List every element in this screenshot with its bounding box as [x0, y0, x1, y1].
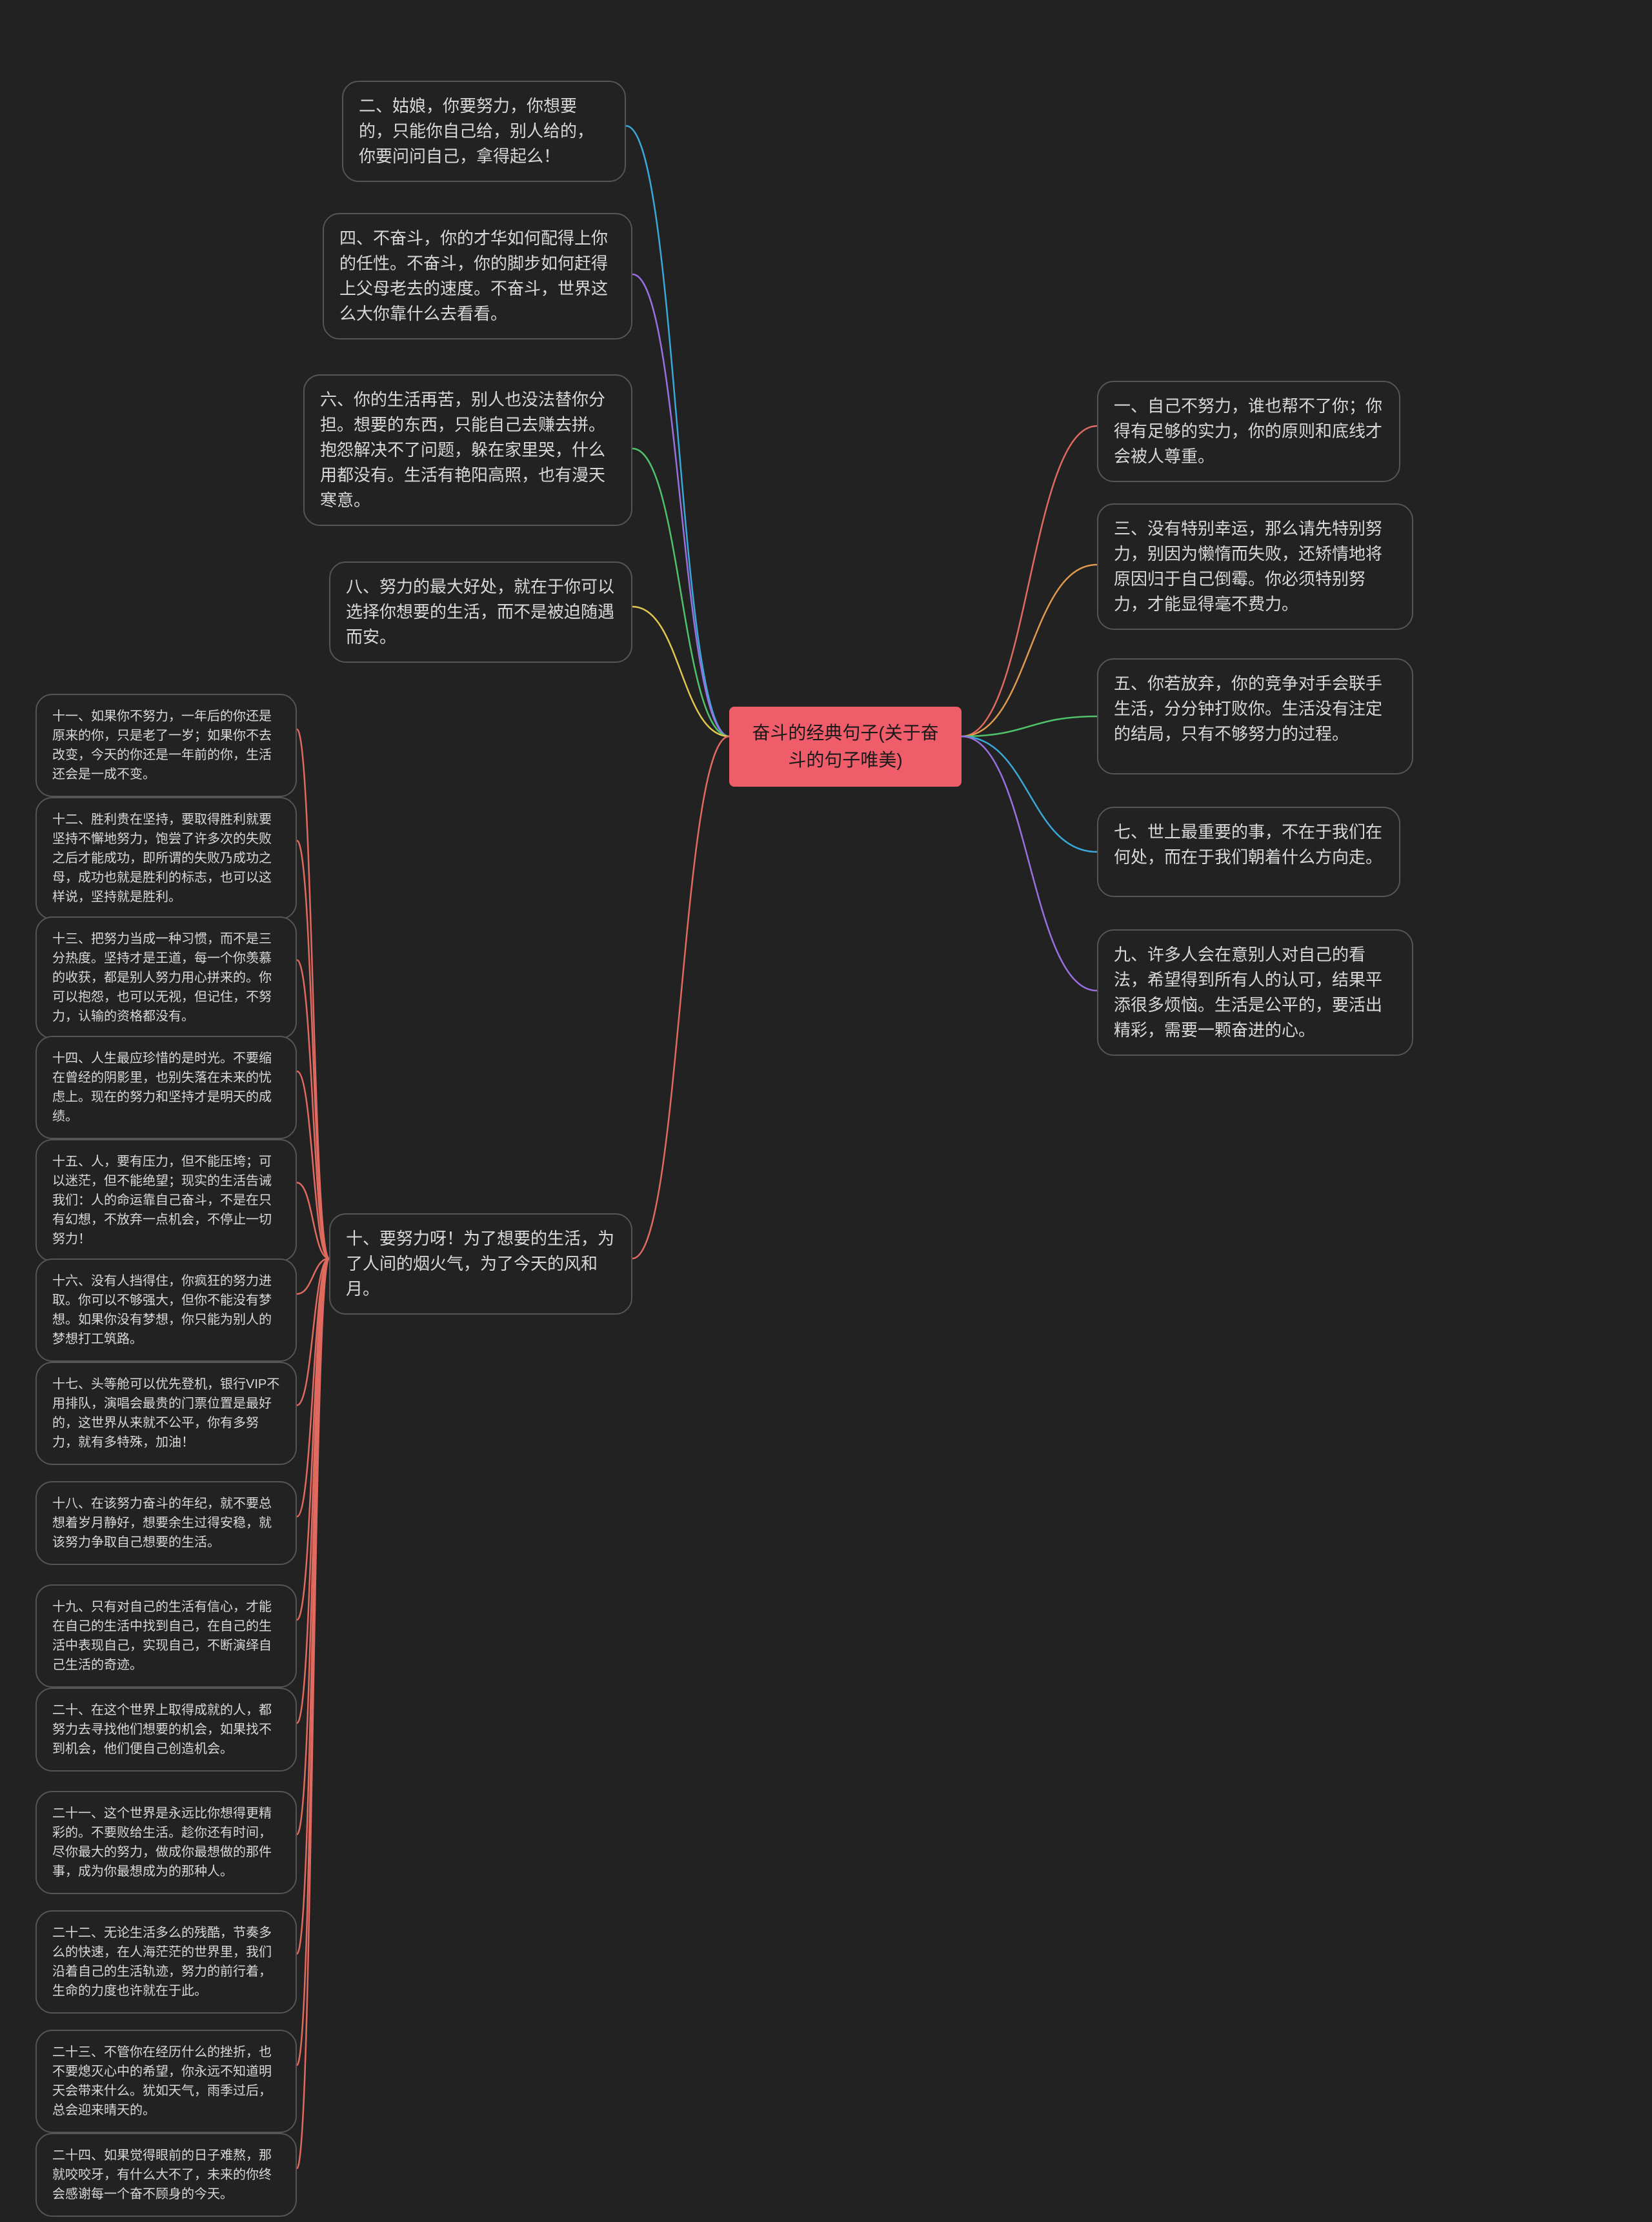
mindmap-node: 七、世上最重要的事，不在于我们在何处，而在于我们朝着什么方向走。 — [1097, 807, 1400, 897]
node-text: 十七、头等舱可以优先登机，银行VIP不用排队，演唱会最贵的门票位置是最好的，这世… — [52, 1377, 279, 1449]
node-text: 二、姑娘，你要努力，你想要的，只能你自己给，别人给的，你要问问自己，拿得起么！ — [359, 96, 594, 166]
center-node: 奋斗的经典句子(关于奋斗的句子唯美) — [729, 707, 962, 787]
node-text: 六、你的生活再苦，别人也没法替你分担。想要的东西，只能自己去赚去拼。抱怨解决不了… — [320, 390, 605, 510]
mindmap-node: 八、努力的最大好处，就在于你可以选择你想要的生活，而不是被迫随遇而安。 — [329, 561, 632, 663]
node-text: 十四、人生最应珍惜的是时光。不要缩在曾经的阴影里，也别失落在未来的忧虑上。现在的… — [52, 1051, 272, 1124]
node-text: 十六、没有人挡得住，你疯狂的努力进取。你可以不够强大，但你不能没有梦想。如果你没… — [52, 1274, 272, 1346]
mindmap-node: 五、你若放弃，你的竞争对手会联手生活，分分钟打败你。生活没有注定的结局，只有不够… — [1097, 658, 1413, 774]
mindmap-node: 十四、人生最应珍惜的是时光。不要缩在曾经的阴影里，也别失落在未来的忧虑上。现在的… — [35, 1036, 297, 1139]
node-text: 七、世上最重要的事，不在于我们在何处，而在于我们朝着什么方向走。 — [1114, 822, 1382, 867]
mindmap-node: 十三、把努力当成一种习惯，而不是三分热度。坚持才是王道，每一个你羡慕的收获，都是… — [35, 916, 297, 1039]
node-text: 四、不奋斗，你的才华如何配得上你的任性。不奋斗，你的脚步如何赶得上父母老去的速度… — [339, 228, 608, 323]
node-text: 三、没有特别幸运，那么请先特别努力，别因为懒惰而失败，还矫情地将原因归于自己倒霉… — [1114, 519, 1382, 614]
node-text: 二十四、如果觉得眼前的日子难熬，那就咬咬牙，有什么大不了，未来的你终会感谢每一个… — [52, 2148, 272, 2201]
mindmap-node: 九、许多人会在意别人对自己的看法，希望得到所有人的认可，结果平添很多烦恼。生活是… — [1097, 929, 1413, 1056]
mindmap-node: 十七、头等舱可以优先登机，银行VIP不用排队，演唱会最贵的门票位置是最好的，这世… — [35, 1362, 297, 1465]
mindmap-node: 十八、在该努力奋斗的年纪，就不要总想着岁月静好，想要余生过得安稳，就该努力争取自… — [35, 1481, 297, 1565]
mindmap-node: 六、你的生活再苦，别人也没法替你分担。想要的东西，只能自己去赚去拼。抱怨解决不了… — [303, 374, 632, 526]
node-text: 二十、在这个世界上取得成就的人，都努力去寻找他们想要的机会，如果找不到机会，他们… — [52, 1703, 272, 1756]
node-text: 十八、在该努力奋斗的年纪，就不要总想着岁月静好，想要余生过得安稳，就该努力争取自… — [52, 1497, 272, 1550]
mindmap-node: 十一、如果你不努力，一年后的你还是原来的你，只是老了一岁；如果你不去改变，今天的… — [35, 694, 297, 797]
node-text: 十二、胜利贵在坚持，要取得胜利就要坚持不懈地努力，饱尝了许多次的失败之后才能成功… — [52, 813, 272, 904]
node-text: 奋斗的经典句子(关于奋斗的句子唯美) — [752, 723, 938, 770]
mindmap-node: 二十四、如果觉得眼前的日子难熬，那就咬咬牙，有什么大不了，未来的你终会感谢每一个… — [35, 2133, 297, 2217]
node-text: 十五、人，要有压力，但不能压垮；可以迷茫，但不能绝望；现实的生活告诫我们：人的命… — [52, 1155, 272, 1246]
node-text: 十九、只有对自己的生活有信心，才能在自己的生活中找到自己，在自己的生活中表现自己… — [52, 1600, 272, 1672]
mindmap-node: 三、没有特别幸运，那么请先特别努力，别因为懒惰而失败，还矫情地将原因归于自己倒霉… — [1097, 503, 1413, 630]
mindmap-node: 二十、在这个世界上取得成就的人，都努力去寻找他们想要的机会，如果找不到机会，他们… — [35, 1688, 297, 1772]
node-text: 八、努力的最大好处，就在于你可以选择你想要的生活，而不是被迫随遇而安。 — [346, 577, 614, 647]
mindmap-node: 十、要努力呀！为了想要的生活，为了人间的烟火气，为了今天的风和月。 — [329, 1213, 632, 1315]
mindmap-node: 二十二、无论生活多么的残酷，节奏多么的快速，在人海茫茫的世界里，我们沿着自己的生… — [35, 1910, 297, 2014]
node-text: 二十三、不管你在经历什么的挫折，也不要熄灭心中的希望，你永远不知道明天会带来什么… — [52, 2045, 272, 2117]
node-text: 十、要努力呀！为了想要的生活，为了人间的烟火气，为了今天的风和月。 — [346, 1229, 614, 1298]
mindmap-node: 二十三、不管你在经历什么的挫折，也不要熄灭心中的希望，你永远不知道明天会带来什么… — [35, 2030, 297, 2133]
mindmap-node: 十二、胜利贵在坚持，要取得胜利就要坚持不懈地努力，饱尝了许多次的失败之后才能成功… — [35, 797, 297, 920]
node-text: 九、许多人会在意别人对自己的看法，希望得到所有人的认可，结果平添很多烦恼。生活是… — [1114, 945, 1382, 1040]
node-text: 十三、把努力当成一种习惯，而不是三分热度。坚持才是王道，每一个你羡慕的收获，都是… — [52, 932, 272, 1024]
mindmap-node: 一、自己不努力，谁也帮不了你；你得有足够的实力，你的原则和底线才会被人尊重。 — [1097, 381, 1400, 482]
node-text: 十一、如果你不努力，一年后的你还是原来的你，只是老了一岁；如果你不去改变，今天的… — [52, 709, 272, 782]
mindmap-node: 十五、人，要有压力，但不能压垮；可以迷茫，但不能绝望；现实的生活告诫我们：人的命… — [35, 1139, 297, 1262]
mindmap-node: 二、姑娘，你要努力，你想要的，只能你自己给，别人给的，你要问问自己，拿得起么！ — [342, 81, 626, 182]
node-text: 一、自己不努力，谁也帮不了你；你得有足够的实力，你的原则和底线才会被人尊重。 — [1114, 396, 1382, 466]
node-text: 二十二、无论生活多么的残酷，节奏多么的快速，在人海茫茫的世界里，我们沿着自己的生… — [52, 1926, 272, 1998]
mindmap-node: 四、不奋斗，你的才华如何配得上你的任性。不奋斗，你的脚步如何赶得上父母老去的速度… — [323, 213, 632, 339]
node-text: 二十一、这个世界是永远比你想得更精彩的。不要败给生活。趁你还有时间，尽你最大的努… — [52, 1806, 272, 1879]
mindmap-node: 十九、只有对自己的生活有信心，才能在自己的生活中找到自己，在自己的生活中表现自己… — [35, 1584, 297, 1688]
mindmap-node: 二十一、这个世界是永远比你想得更精彩的。不要败给生活。趁你还有时间，尽你最大的努… — [35, 1791, 297, 1894]
mindmap-node: 十六、没有人挡得住，你疯狂的努力进取。你可以不够强大，但你不能没有梦想。如果你没… — [35, 1258, 297, 1362]
node-text: 五、你若放弃，你的竞争对手会联手生活，分分钟打败你。生活没有注定的结局，只有不够… — [1114, 674, 1382, 743]
mindmap-canvas: 奋斗的经典句子(关于奋斗的句子唯美) 二、姑娘，你要努力，你想要的，只能你自己给，… — [0, 0, 1652, 2222]
